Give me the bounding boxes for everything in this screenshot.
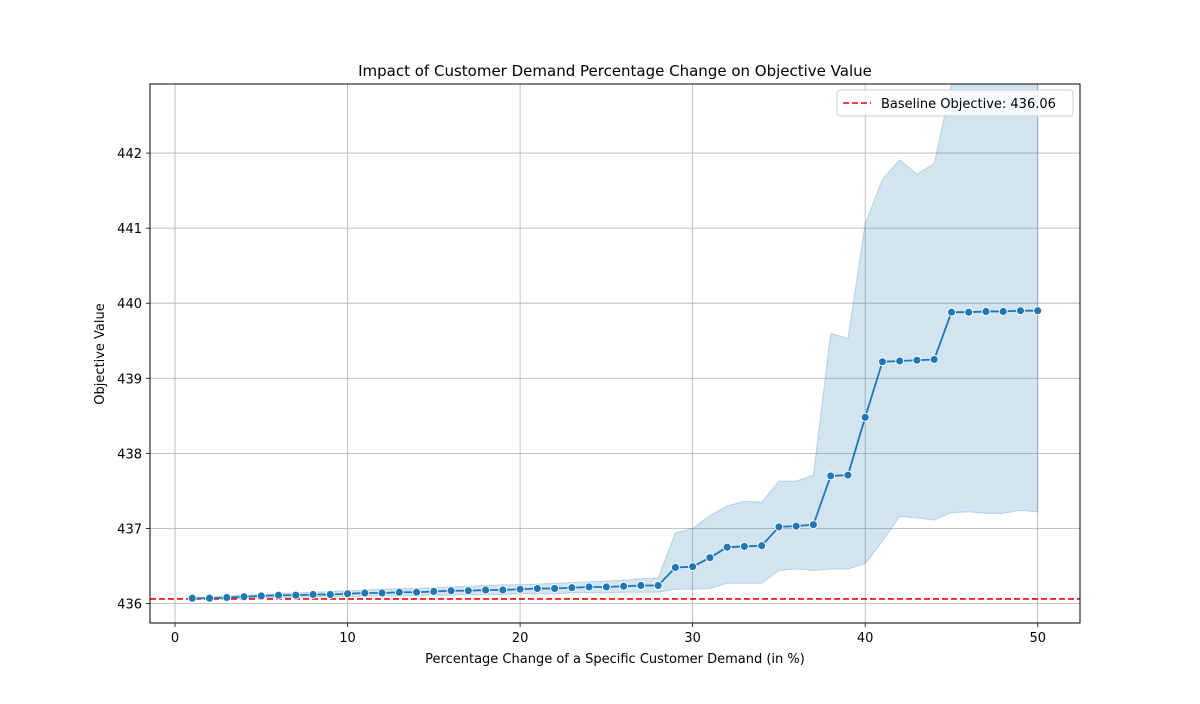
data-point: [584, 582, 594, 592]
x-axis-label: Percentage Change of a Specific Customer…: [425, 652, 805, 667]
x-tick-label: 20: [512, 631, 529, 646]
data-point: [774, 522, 784, 532]
data-point: [222, 593, 232, 602]
legend-box: [836, 89, 1074, 117]
data-point: [877, 357, 887, 367]
series-marker-layer: [187, 306, 1043, 603]
data-point: [325, 590, 335, 599]
data-point: [1016, 306, 1025, 316]
data-point: [929, 355, 939, 364]
legend: Baseline Objective: 436.06: [836, 89, 1074, 117]
plot-frame: [149, 83, 1081, 624]
data-point: [274, 590, 283, 600]
data-point: [256, 591, 266, 601]
y-axis-ticks: 436 437 438 439 440 441 442: [117, 147, 150, 612]
confidence-band-layer: [191, 84, 1039, 600]
x-tick-label: 0: [171, 631, 179, 646]
data-point: [739, 541, 749, 551]
data-point: [636, 581, 646, 590]
y-tick-label: 440: [117, 297, 142, 312]
data-point: [515, 584, 525, 594]
y-tick-label: 438: [117, 447, 142, 462]
data-point: [532, 584, 542, 593]
data-point: [567, 583, 577, 593]
data-point: [653, 581, 663, 590]
data-point: [308, 590, 318, 599]
data-point: [1033, 306, 1043, 316]
x-tick-label: 40: [857, 631, 874, 646]
data-point: [757, 541, 767, 551]
x-axis-ticks: 0 10 20 30 40 50: [171, 623, 1046, 646]
data-point: [981, 307, 991, 316]
y-tick-label: 439: [117, 372, 142, 387]
y-axis-label: Objective Value: [93, 303, 108, 404]
data-point: [205, 593, 214, 603]
chart-title: Impact of Customer Demand Percentage Cha…: [358, 62, 872, 80]
data-point: [705, 553, 715, 563]
confidence-band: [191, 84, 1039, 600]
data-point: [394, 587, 404, 597]
x-tick-label: 50: [1029, 631, 1046, 646]
data-point: [912, 355, 922, 365]
data-point: [550, 584, 560, 593]
grid-lines: [150, 84, 1080, 623]
data-point: [670, 562, 680, 572]
data-point: [446, 586, 456, 596]
data-point: [826, 471, 836, 481]
y-tick-label: 441: [117, 222, 142, 237]
data-point: [688, 562, 698, 572]
data-point: [498, 585, 508, 595]
y-tick-label: 437: [117, 522, 142, 537]
data-point: [291, 590, 301, 600]
x-tick-label: 30: [684, 631, 701, 646]
legend-label: Baseline Objective: 436.06: [881, 97, 1056, 112]
data-point: [722, 542, 732, 552]
data-point: [239, 592, 249, 602]
data-point: [860, 412, 870, 422]
data-point: [429, 587, 439, 596]
y-tick-label: 436: [117, 597, 142, 612]
data-point: [791, 521, 801, 531]
data-point: [463, 586, 473, 596]
data-point: [998, 307, 1008, 316]
data-point: [481, 585, 491, 595]
data-point: [895, 356, 905, 366]
data-point: [947, 307, 956, 317]
data-point: [187, 593, 197, 603]
data-point: [412, 587, 422, 597]
data-point: [377, 588, 387, 598]
data-point: [601, 582, 611, 592]
data-point: [808, 520, 818, 530]
data-point: [964, 307, 974, 317]
y-tick-label: 442: [117, 147, 142, 162]
x-tick-label: 10: [339, 631, 356, 646]
data-point: [619, 581, 629, 591]
data-point: [843, 470, 853, 480]
data-point: [343, 589, 353, 599]
data-point: [360, 588, 370, 598]
